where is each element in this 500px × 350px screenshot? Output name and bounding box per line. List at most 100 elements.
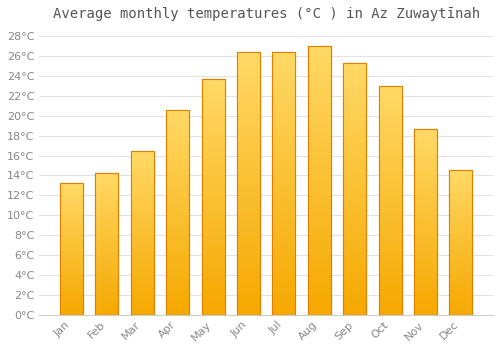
Bar	[343, 85, 366, 88]
Bar	[96, 192, 118, 194]
Bar	[60, 266, 83, 267]
Bar	[343, 82, 366, 85]
Bar	[272, 275, 295, 279]
Bar	[237, 147, 260, 150]
Bar	[272, 121, 295, 124]
Bar	[272, 229, 295, 233]
Bar	[60, 183, 83, 315]
Bar	[308, 281, 331, 285]
Bar	[308, 268, 331, 271]
Bar	[414, 161, 437, 163]
Bar	[343, 98, 366, 101]
Bar	[343, 110, 366, 113]
Bar	[378, 298, 402, 300]
Bar	[96, 265, 118, 267]
Bar	[308, 254, 331, 258]
Bar	[414, 210, 437, 212]
Bar	[378, 140, 402, 143]
Bar	[450, 311, 472, 313]
Bar	[308, 211, 331, 214]
Bar	[272, 305, 295, 308]
Bar	[202, 271, 224, 273]
Bar	[60, 219, 83, 221]
Bar	[96, 253, 118, 254]
Bar	[378, 189, 402, 192]
Bar	[343, 233, 366, 236]
Bar	[450, 213, 472, 215]
Bar	[96, 194, 118, 196]
Bar	[60, 295, 83, 297]
Bar	[414, 203, 437, 205]
Bar	[237, 75, 260, 78]
Bar	[60, 279, 83, 280]
Bar	[96, 206, 118, 208]
Bar	[166, 171, 189, 174]
Bar	[308, 238, 331, 241]
Bar	[237, 170, 260, 174]
Bar	[378, 266, 402, 269]
Bar	[237, 174, 260, 177]
Bar	[414, 170, 437, 173]
Bar	[272, 134, 295, 138]
Bar	[96, 279, 118, 281]
Bar	[60, 284, 83, 285]
Bar	[343, 308, 366, 312]
Bar	[343, 202, 366, 205]
Bar	[96, 270, 118, 272]
Bar	[166, 271, 189, 274]
Bar	[414, 180, 437, 182]
Bar	[414, 261, 437, 264]
Bar	[166, 141, 189, 143]
Bar	[96, 222, 118, 224]
Bar	[166, 143, 189, 146]
Bar	[202, 114, 224, 117]
Bar	[414, 310, 437, 313]
Bar	[96, 283, 118, 285]
Bar	[130, 165, 154, 167]
Bar	[166, 194, 189, 197]
Bar	[343, 180, 366, 183]
Bar	[60, 264, 83, 266]
Bar	[378, 172, 402, 175]
Bar	[272, 174, 295, 177]
Bar	[378, 97, 402, 100]
Bar	[414, 292, 437, 294]
Bar	[60, 307, 83, 308]
Bar	[272, 239, 295, 243]
Bar	[450, 169, 472, 315]
Bar	[272, 206, 295, 210]
Bar	[450, 173, 472, 175]
Bar	[60, 215, 83, 216]
Bar	[60, 211, 83, 213]
Bar	[60, 239, 83, 241]
Bar	[166, 225, 189, 228]
Bar	[450, 226, 472, 228]
Bar	[202, 200, 224, 203]
Bar	[378, 103, 402, 106]
Bar	[308, 86, 331, 90]
Bar	[202, 259, 224, 262]
Bar	[166, 112, 189, 115]
Bar	[60, 234, 83, 236]
Bar	[450, 193, 472, 195]
Bar	[308, 150, 331, 154]
Bar	[272, 266, 295, 269]
Bar	[237, 138, 260, 141]
Bar	[166, 192, 189, 194]
Bar	[130, 161, 154, 163]
Bar	[450, 279, 472, 280]
Bar	[308, 66, 331, 70]
Bar	[343, 195, 366, 198]
Bar	[378, 186, 402, 189]
Bar	[308, 264, 331, 268]
Bar	[378, 275, 402, 278]
Bar	[237, 177, 260, 180]
Bar	[343, 158, 366, 161]
Bar	[414, 143, 437, 145]
Bar	[202, 144, 224, 147]
Bar	[166, 115, 189, 118]
Bar	[96, 299, 118, 301]
Bar	[96, 203, 118, 204]
Bar	[60, 210, 83, 211]
Bar	[130, 253, 154, 255]
